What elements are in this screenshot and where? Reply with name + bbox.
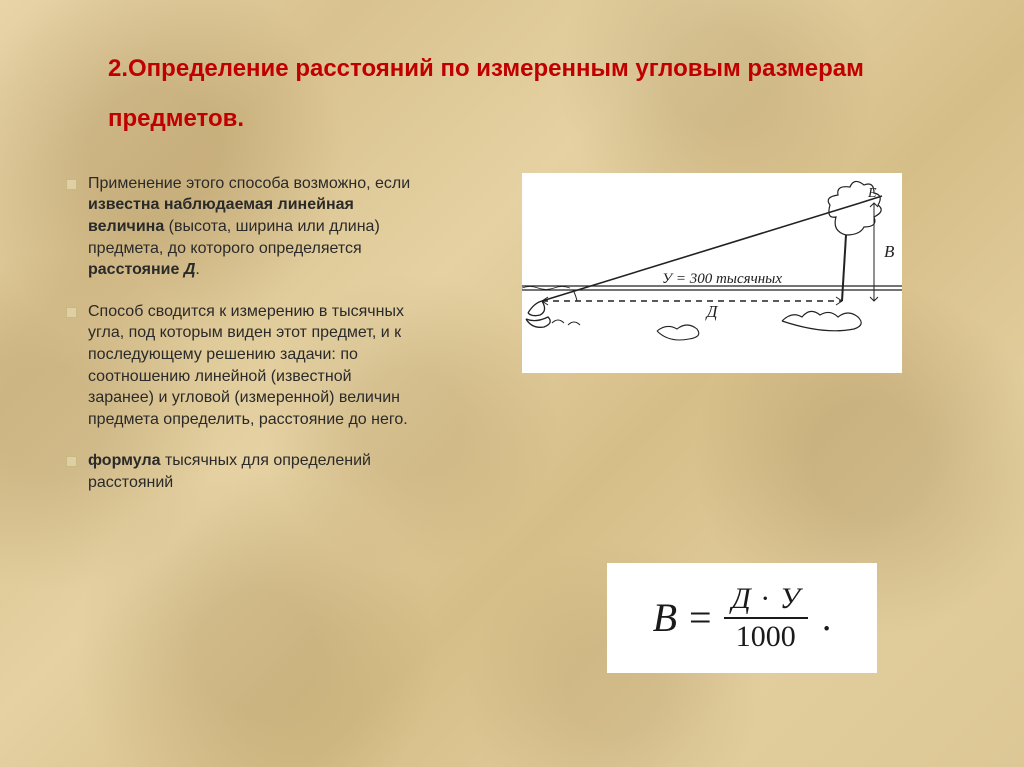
formula-num-b: У [780,582,800,615]
formula: B = Д · У 1000 . [653,583,832,652]
bullet-1-bold-italic: Д [184,261,196,278]
bullet-1-text-a: Применение этого способа возможно, если [88,175,410,192]
figure-column: У = 300 тысячных Д В Е B = Д · У [460,173,964,673]
formula-eq: = [689,594,712,641]
formula-denominator: 1000 [736,619,796,653]
angle-diagram: У = 300 тысячных Д В Е [522,173,902,373]
slide-title: 2.Определение расстояний по измеренным у… [108,44,888,145]
bullet-3-bold: формула [88,452,161,469]
formula-lhs: B [653,594,677,641]
bullet-list: Применение этого способа возможно, если … [60,173,420,494]
bullet-2: Способ сводится к измерению в тысячных у… [60,301,420,431]
diagram-top-label: Е [867,186,877,201]
diagram-height-label: В [884,242,895,261]
formula-fraction: Д · У 1000 [724,583,808,652]
bullet-1: Применение этого способа возможно, если … [60,173,420,281]
text-column: Применение этого способа возможно, если … [60,173,420,514]
slide: 2.Определение расстояний по измеренным у… [0,0,1024,767]
formula-num-dot: · [758,582,772,615]
bullet-1-bold-b: расстояние [88,261,184,278]
formula-num-a: Д [732,582,751,615]
diagram-angle-label: У = 300 тысячных [662,271,782,287]
bullet-3: формула тысячных для определений расстоя… [60,450,420,493]
bullet-1-text-c: . [195,261,199,278]
formula-box: B = Д · У 1000 . [607,563,877,673]
angle-diagram-svg: У = 300 тысячных Д В Е [522,173,902,373]
bullet-2-text: Способ сводится к измерению в тысячных у… [88,303,408,428]
formula-numerator: Д · У [724,583,808,619]
content-row: Применение этого способа возможно, если … [60,173,964,673]
formula-trailing-dot: . [820,596,832,640]
diagram-distance-label: Д [705,302,719,321]
